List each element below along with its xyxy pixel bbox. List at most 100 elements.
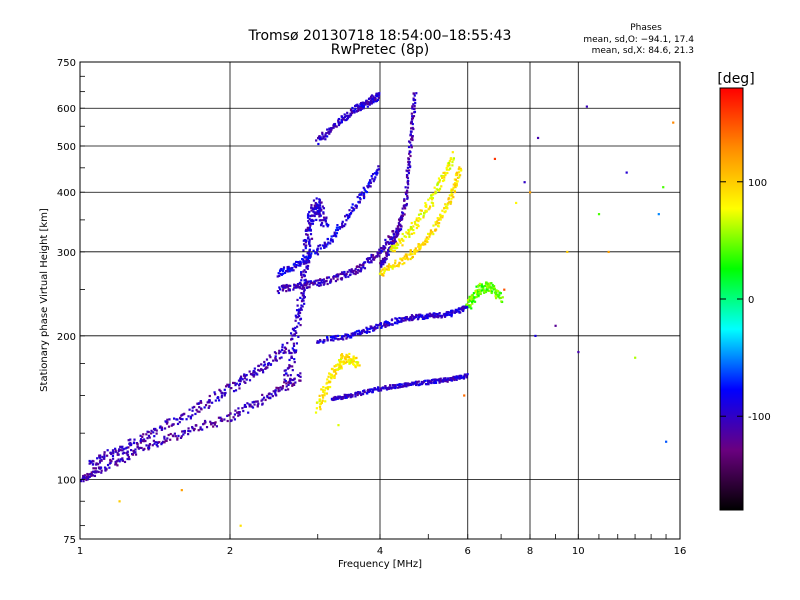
data-point	[430, 313, 433, 316]
data-point	[417, 315, 421, 319]
data-point	[391, 236, 394, 239]
data-point	[315, 197, 318, 200]
data-point	[324, 400, 327, 403]
data-point	[203, 419, 207, 423]
data-point	[337, 396, 340, 399]
data-point	[299, 260, 302, 263]
data-point	[379, 322, 383, 325]
data-point	[326, 243, 329, 246]
data-point	[305, 282, 309, 285]
data-point	[441, 176, 444, 180]
data-point	[299, 323, 302, 327]
data-point	[238, 382, 242, 385]
data-point	[196, 410, 199, 413]
data-point	[355, 330, 359, 333]
data-point	[371, 389, 375, 392]
colorbar-label: [deg]	[717, 71, 754, 87]
data-point	[308, 244, 312, 247]
data-point	[386, 387, 389, 390]
data-point	[672, 121, 675, 124]
data-point	[401, 239, 405, 242]
data-point	[380, 259, 383, 263]
data-point	[415, 217, 418, 220]
data-point	[380, 261, 383, 264]
data-point	[466, 299, 470, 302]
data-point	[303, 269, 306, 272]
data-point	[200, 408, 203, 411]
data-point	[373, 325, 376, 328]
data-point	[278, 349, 281, 352]
data-point	[417, 225, 420, 228]
data-point	[332, 339, 335, 342]
data-point	[310, 204, 313, 207]
data-point	[191, 406, 194, 409]
data-point	[424, 202, 427, 205]
data-point	[345, 272, 348, 276]
data-point	[412, 115, 416, 118]
data-point	[408, 233, 411, 236]
colorbar-tick-label: 0	[748, 295, 754, 306]
data-point	[466, 306, 469, 309]
data-point	[382, 387, 385, 390]
data-point	[351, 110, 354, 114]
data-point	[456, 176, 460, 179]
data-point	[345, 114, 348, 117]
data-point	[391, 267, 394, 270]
data-point	[306, 228, 309, 231]
data-point	[243, 373, 246, 376]
data-point	[320, 401, 324, 404]
data-point	[370, 94, 374, 97]
data-point	[396, 383, 399, 386]
data-point	[433, 316, 436, 319]
data-point	[354, 395, 357, 398]
data-point	[380, 265, 383, 268]
data-point	[347, 358, 351, 362]
data-point	[347, 275, 350, 278]
data-point	[410, 112, 413, 115]
data-point	[119, 449, 122, 452]
data-point	[380, 325, 384, 328]
data-point	[282, 266, 286, 269]
data-point	[390, 237, 393, 241]
data-point	[462, 308, 465, 311]
data-point	[403, 235, 406, 238]
data-point	[315, 212, 318, 216]
data-point	[406, 382, 409, 385]
data-point	[291, 327, 295, 331]
data-point	[356, 195, 359, 199]
data-point	[441, 314, 444, 318]
data-point	[183, 412, 186, 415]
data-point	[634, 356, 637, 359]
data-point	[426, 315, 429, 318]
data-point	[316, 203, 319, 206]
data-point	[354, 107, 357, 111]
data-point	[215, 425, 219, 428]
data-point	[296, 304, 299, 307]
data-point	[523, 181, 526, 184]
data-point	[411, 381, 414, 384]
data-point	[292, 382, 295, 385]
data-point	[336, 228, 339, 232]
data-point	[455, 180, 458, 183]
data-point	[316, 248, 319, 252]
data-point	[286, 266, 289, 269]
data-point	[385, 257, 388, 260]
data-point	[331, 375, 334, 378]
y-tick-label: 200	[57, 332, 76, 343]
data-point	[495, 291, 498, 294]
data-point	[129, 438, 132, 441]
data-point	[295, 342, 299, 345]
data-point	[359, 198, 362, 201]
data-point	[315, 206, 318, 210]
data-point	[394, 384, 397, 387]
data-point	[449, 202, 452, 205]
data-point	[409, 251, 412, 254]
data-point	[426, 316, 429, 320]
data-point	[396, 322, 399, 325]
data-point	[421, 314, 424, 317]
data-point	[413, 315, 416, 319]
data-point	[380, 270, 383, 273]
data-point	[388, 321, 391, 325]
data-point	[339, 226, 342, 229]
data-point	[109, 459, 112, 462]
